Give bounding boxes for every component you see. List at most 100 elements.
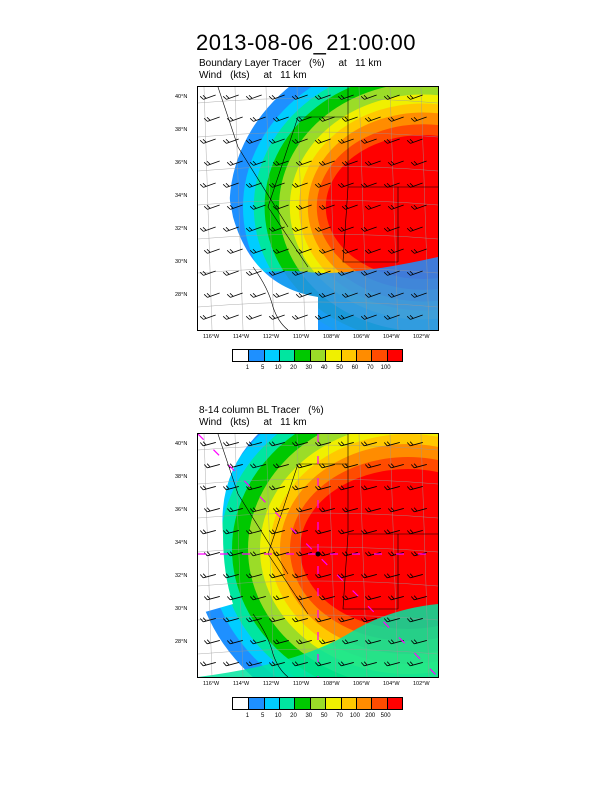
wind-barb (203, 639, 220, 645)
colorbar-swatch (263, 698, 280, 709)
wind-barb (360, 573, 377, 579)
wind-barb (268, 94, 285, 100)
wind-barb (364, 204, 381, 210)
colorbar-label: 70 (336, 713, 343, 719)
wind-barb (318, 160, 335, 166)
wind-barb (222, 617, 239, 623)
wind-barb (222, 138, 239, 144)
colorbar-label: 70 (366, 365, 374, 371)
longitude-tick-label: 102°W (413, 334, 430, 340)
wind-barb (406, 226, 423, 232)
wind-barb (249, 292, 266, 298)
wind-barb (337, 270, 354, 276)
wind-barb (337, 441, 354, 447)
wind-barb (360, 138, 377, 144)
wind-barb (222, 226, 239, 232)
colorbar-label: 1 (245, 713, 250, 719)
wind-barb (226, 204, 243, 210)
wind-barb (337, 314, 354, 320)
wind-barb (199, 573, 216, 579)
wind-barb (387, 292, 404, 298)
wind-barb (337, 226, 354, 232)
wind-barb (295, 160, 312, 166)
wind-barb (410, 639, 427, 645)
wind-barb (226, 595, 243, 601)
wind-barb (295, 551, 312, 557)
wind-barb (245, 573, 262, 579)
wind-barb (199, 270, 216, 276)
wind-barb (268, 270, 285, 276)
wind-barb (364, 595, 381, 601)
tracer-band (325, 135, 438, 279)
longitude-tick-label: 112°W (263, 681, 280, 687)
wind-barb (387, 204, 404, 210)
state-border (217, 87, 289, 228)
wind-barb (295, 248, 312, 254)
wind-barb (245, 441, 262, 447)
colorbar-label: 1 (245, 365, 250, 371)
wind-barb (268, 617, 285, 623)
wind-barb (268, 138, 285, 144)
colorbar-label: 10 (274, 713, 282, 719)
latitude-tick-label: 28°N (175, 639, 188, 645)
longitude-tick-label: 110°W (293, 681, 310, 687)
wind-barb (199, 94, 216, 100)
wind-barb (272, 160, 289, 166)
colorbar-swatch (340, 698, 356, 709)
wind-barb (199, 314, 216, 320)
wind-barb (199, 529, 216, 535)
wind-barb (318, 248, 335, 254)
colorbar-swatch (263, 350, 280, 361)
latitude-tick-label: 34°N (175, 193, 188, 199)
wind-barb (314, 573, 331, 579)
wind-barb (341, 507, 358, 513)
wind-barb (272, 595, 289, 601)
longitude-tick-label: 106°W (353, 334, 370, 340)
latitude-tick-label: 30°N (175, 606, 188, 612)
colorbar-swatch (325, 350, 341, 361)
site-marker (315, 551, 321, 557)
wind-barb (406, 485, 423, 491)
state-border (342, 186, 398, 263)
latitude-tick-label: 36°N (175, 160, 188, 166)
wind-barb (249, 204, 266, 210)
wind-barb (291, 94, 308, 100)
wind-barb (410, 204, 427, 210)
longitude-tick-label: 114°W (233, 681, 250, 687)
wind-barb (410, 595, 427, 601)
wind-barb (272, 116, 289, 122)
wind-barb (245, 529, 262, 535)
wind-barb (199, 617, 216, 623)
wind-barb (199, 182, 216, 188)
wind-barb (406, 441, 423, 447)
wind-barb (383, 182, 400, 188)
colorbar-label: 30 (305, 713, 313, 719)
wind-barb (383, 226, 400, 232)
wind-barb (364, 160, 381, 166)
wind-barb (406, 573, 423, 579)
wind-barb (268, 573, 285, 579)
latitude-tick-label: 32°N (175, 573, 188, 579)
latitude-tick-label: 38°N (175, 474, 188, 480)
wind-barb (272, 248, 289, 254)
longitude-tick-label: 104°W (383, 334, 400, 340)
wind-barb (291, 617, 308, 623)
wind-barb (199, 661, 216, 667)
colorbar-label: 100 (349, 713, 360, 719)
wind-barb (410, 248, 427, 254)
wind-barb (314, 441, 331, 447)
colorbar-swatch (371, 350, 387, 361)
latitude-gridline (198, 267, 438, 274)
colorbar-swatch (279, 350, 295, 361)
latitude-gridline (198, 301, 438, 308)
latitude-tick-label: 30°N (175, 259, 188, 265)
wind-barb (245, 661, 262, 667)
wind-barb (268, 441, 285, 447)
wind-barb (410, 463, 427, 469)
wind-barb (268, 226, 285, 232)
wind-barb (272, 551, 289, 557)
wind-barb (226, 292, 243, 298)
wind-barb (410, 507, 427, 513)
wind-barb (199, 441, 216, 447)
wind-barb (222, 270, 239, 276)
